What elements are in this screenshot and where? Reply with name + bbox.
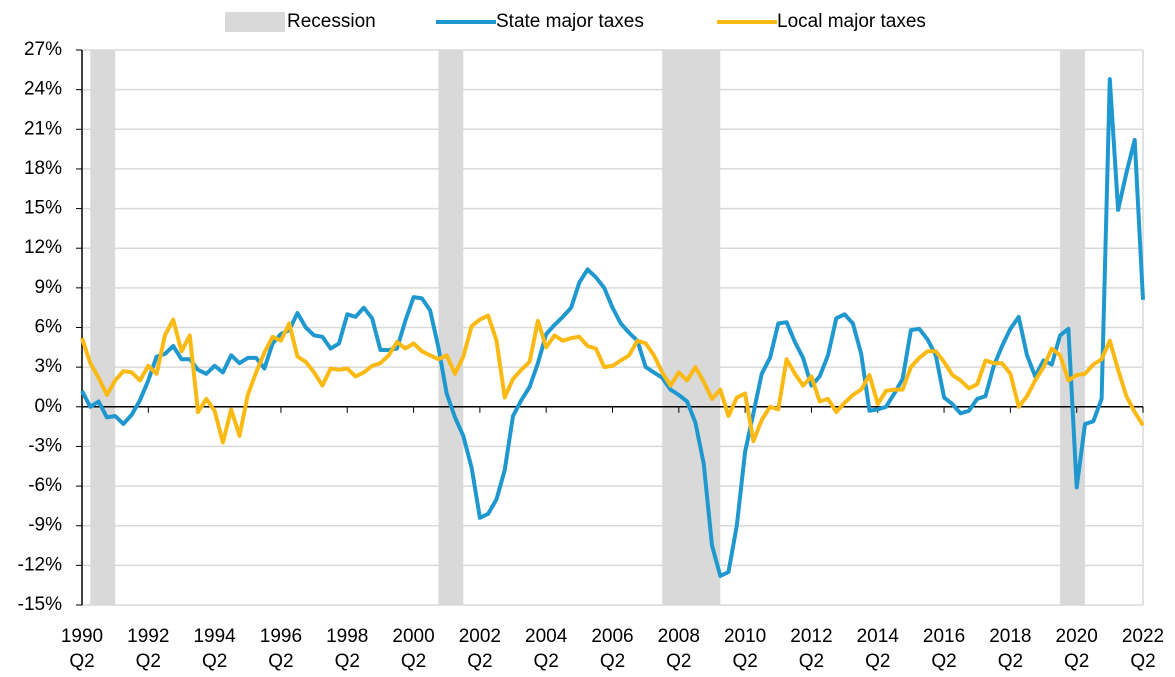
y-tick-label: 0%	[35, 396, 63, 417]
y-tick-label: 24%	[24, 79, 62, 100]
y-tick-label: 6%	[35, 317, 63, 338]
y-tick-label: 18%	[24, 158, 62, 179]
x-tick-label: 2010 Q2	[723, 626, 767, 672]
x-tick-label: 1994 Q2	[193, 626, 236, 672]
x-tick-label: 1992 Q2	[127, 626, 170, 672]
legend-label: Recession	[287, 11, 376, 32]
x-tick-label: 2014 Q2	[856, 626, 899, 672]
y-tick-label: 9%	[35, 277, 63, 298]
x-tick-label: 1998 Q2	[326, 626, 369, 672]
x-tick-label: 2002 Q2	[458, 626, 502, 672]
x-tick-label: 2000 Q2	[392, 626, 435, 672]
legend-swatch	[225, 12, 285, 32]
x-tick-label: 2008 Q2	[657, 626, 700, 672]
x-tick-label: 1996 Q2	[259, 626, 303, 672]
y-tick-label: 15%	[24, 198, 62, 219]
x-tick-label: 2020 Q2	[1055, 626, 1098, 672]
y-tick-label: 21%	[24, 118, 62, 139]
y-tick-label: -3%	[28, 435, 62, 456]
x-tick-label: 2016 Q2	[922, 626, 966, 672]
legend-label: State major taxes	[496, 11, 644, 32]
x-tick-label: 2004 Q2	[525, 626, 568, 672]
series-line	[80, 313, 1145, 445]
x-tick-label: 2018 Q2	[989, 626, 1032, 672]
x-tick-label: 2006 Q2	[591, 626, 634, 672]
x-tick-label: 1990 Q2	[60, 626, 104, 672]
x-tick-label: 2012 Q2	[790, 626, 833, 672]
x-tick-label: 2022 Q2	[1121, 626, 1165, 672]
y-tick-label: 3%	[35, 356, 63, 377]
y-tick-label: 27%	[24, 39, 62, 60]
y-tick-label: -9%	[28, 515, 62, 536]
y-tick-label: 12%	[24, 237, 62, 258]
y-tick-label: -6%	[28, 475, 62, 496]
y-tick-label: -15%	[18, 594, 62, 615]
y-tick-label: -12%	[18, 554, 62, 575]
legend-label: Local major taxes	[777, 11, 926, 32]
